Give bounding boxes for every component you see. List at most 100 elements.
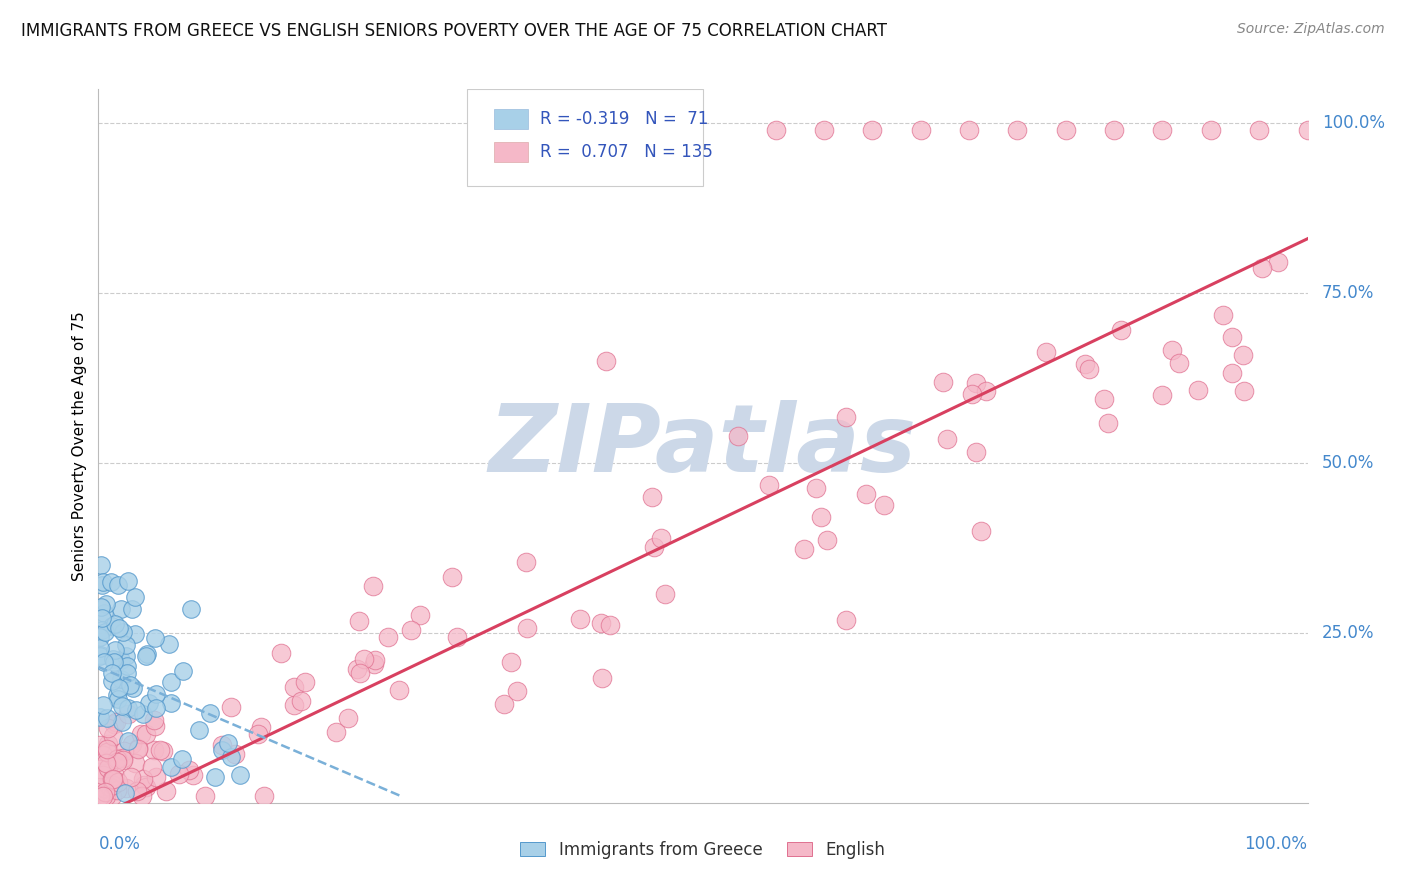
Point [835,410,858,425]
Point [105,689,128,703]
Point [101,772,124,787]
Point [152,744,174,758]
Point [105,755,128,769]
Point [110,653,132,667]
Point [97,738,120,752]
Point [135,649,157,664]
Point [253,789,276,803]
Point [172,664,194,678]
Point [325,725,347,739]
Text: ZIPatlas: ZIPatlas [489,400,917,492]
Point [211,739,233,753]
Point [104,617,127,632]
Point [654,587,676,601]
Point [388,682,411,697]
Point [187,723,209,738]
Point [270,646,292,660]
Point [94,597,117,611]
Point [107,775,129,789]
Point [96,745,118,759]
Point [115,666,138,681]
Point [219,750,242,764]
Point [108,681,131,695]
Point [134,778,156,792]
Point [408,608,430,623]
Point [1232,347,1254,361]
Point [131,789,153,803]
Point [804,481,827,495]
Point [1220,330,1243,344]
Point [145,687,167,701]
Point [101,674,124,689]
FancyBboxPatch shape [494,142,527,162]
Point [364,653,387,667]
Point [124,703,146,717]
Point [793,541,815,556]
Point [377,630,399,644]
Point [91,578,114,592]
Point [813,123,835,137]
Point [167,766,190,780]
Point [1102,123,1125,137]
Point [103,655,125,669]
Point [91,611,114,625]
Point [111,750,134,764]
Point [101,778,124,792]
Point [1249,123,1271,137]
Text: R =  0.707   N = 135: R = 0.707 N = 135 [540,143,713,161]
Point [117,706,139,721]
Point [1074,357,1097,371]
Point [283,680,305,694]
Point [155,784,177,798]
Point [1035,345,1057,359]
Point [117,574,139,588]
Point [159,759,181,773]
Point [957,123,980,137]
Point [1199,123,1222,137]
Point [89,762,111,776]
Point [93,655,115,669]
Point [115,781,138,796]
Point [117,700,139,714]
Point [595,354,617,368]
Point [224,747,246,761]
Point [121,737,143,751]
Point [110,672,132,686]
Point [101,651,124,665]
Point [815,533,838,547]
Point [1233,384,1256,399]
Point [110,602,132,616]
Point [143,719,166,733]
Point [855,487,877,501]
Legend: Immigrants from Greece, English: Immigrants from Greece, English [520,840,886,859]
Point [505,684,527,698]
Point [249,720,271,734]
Point [290,694,312,708]
Point [89,710,111,724]
Point [97,721,120,735]
Point [181,768,204,782]
Point [90,558,112,572]
Text: 25.0%: 25.0% [1322,624,1375,642]
Point [91,623,114,637]
Text: R = -0.319   N =  71: R = -0.319 N = 71 [540,111,709,128]
Point [107,691,129,706]
Point [283,698,305,712]
Point [591,671,613,685]
Point [103,716,125,731]
Point [194,789,217,803]
Point [89,738,111,752]
Point [960,387,983,401]
Point [120,678,142,692]
Text: 0.0%: 0.0% [98,835,141,853]
Point [111,624,134,639]
Point [228,768,250,782]
Point [347,615,370,629]
Point [93,606,115,620]
Point [810,510,832,524]
Text: 100.0%: 100.0% [1322,114,1385,132]
Point [107,578,129,592]
Point [1092,392,1115,407]
Point [111,698,134,713]
Text: 100.0%: 100.0% [1244,835,1308,853]
